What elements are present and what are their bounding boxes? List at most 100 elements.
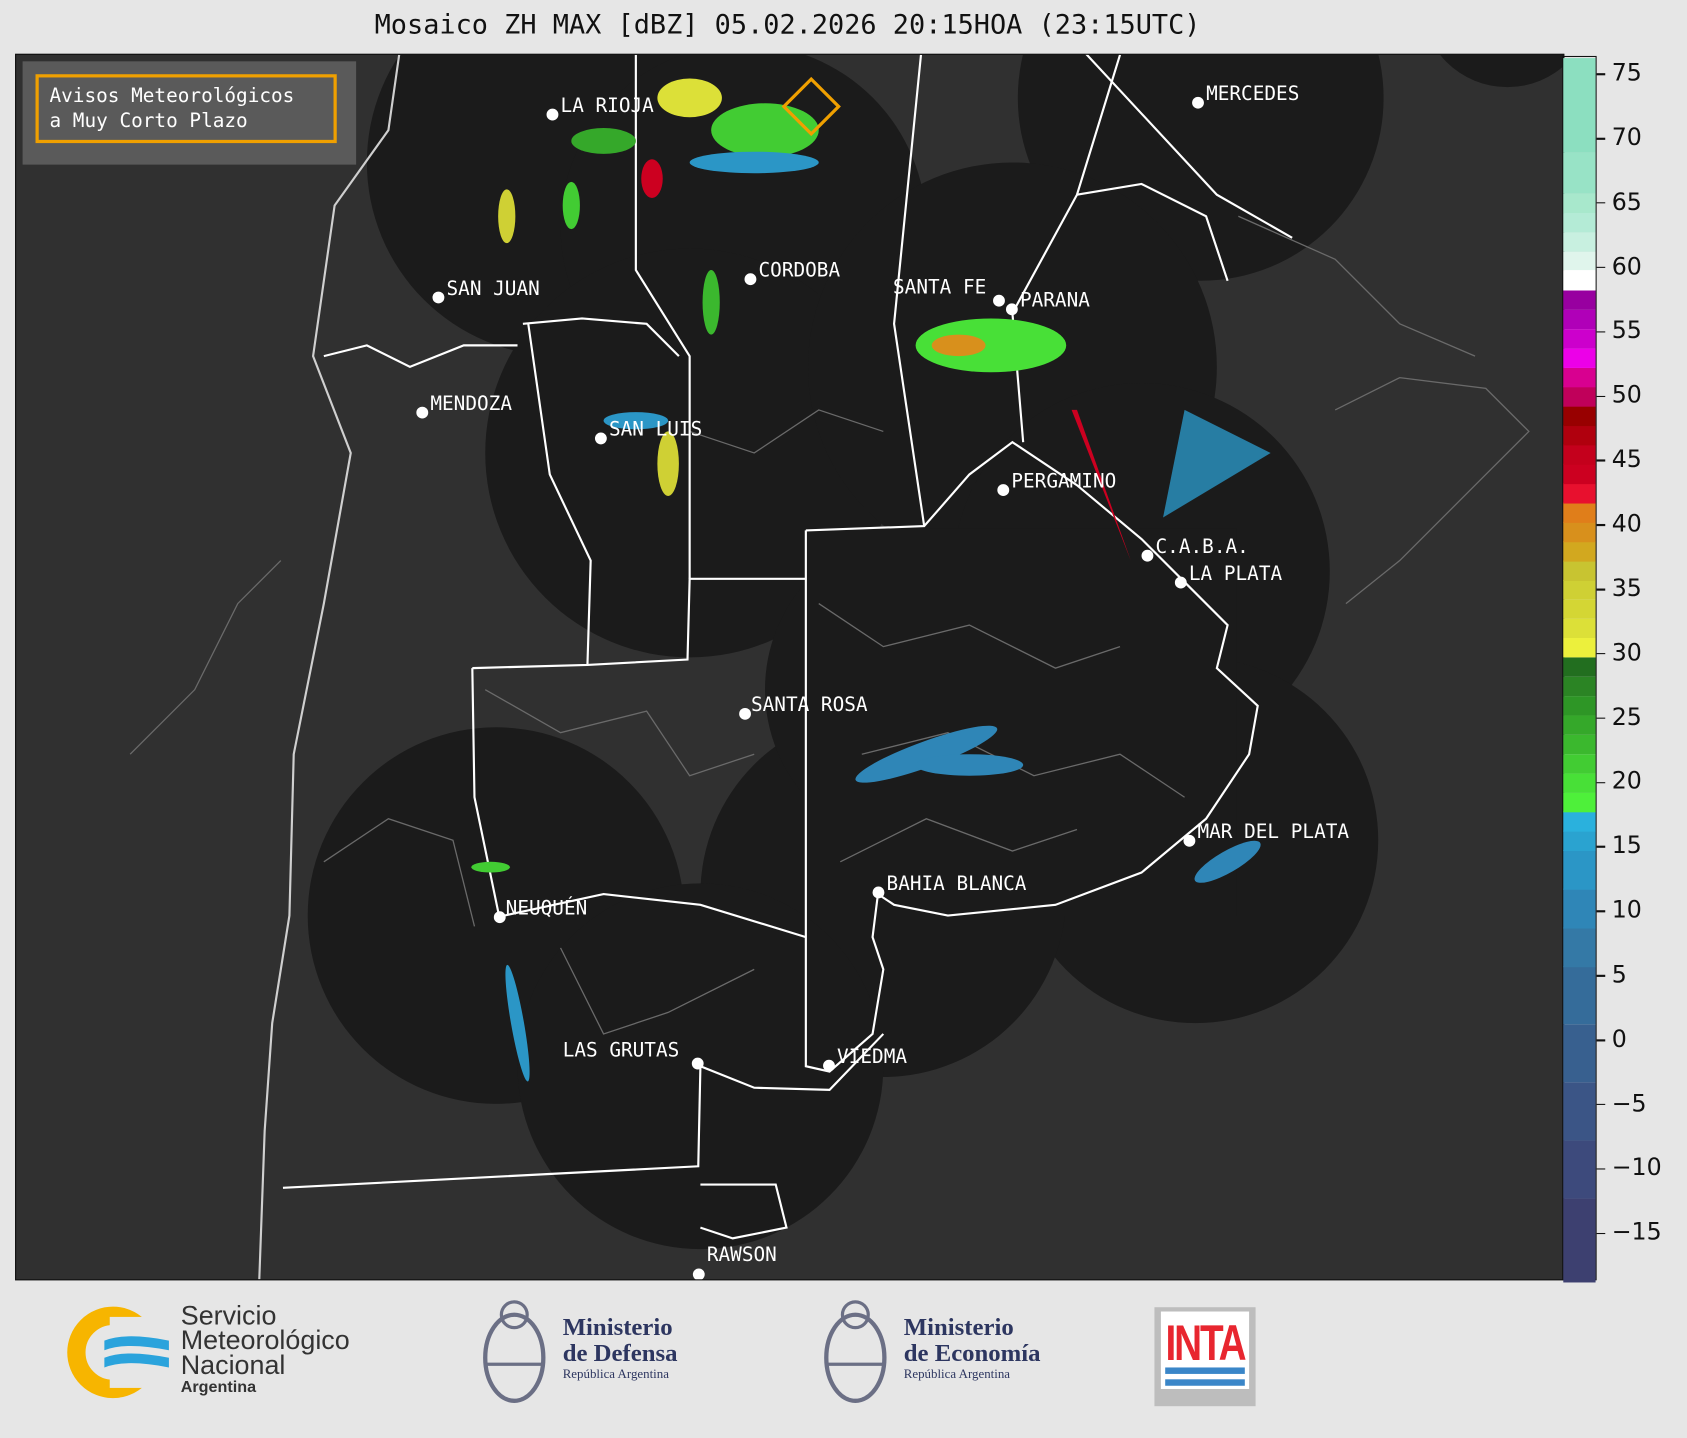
echo	[689, 151, 819, 174]
city-label: LA RIOJA	[560, 94, 654, 118]
colorbar	[1562, 55, 1597, 1283]
colorbar-band	[1563, 1140, 1596, 1199]
colorbar-tick: 5	[1596, 961, 1627, 989]
economia-line-3: República Argentina	[903, 1366, 1011, 1382]
smn-logo: Servicio Meteorológico Nacional Argentin…	[67, 1302, 350, 1403]
colorbar-band	[1563, 444, 1596, 465]
economia-logo: Ministerio de Economía República Argenti…	[820, 1295, 1041, 1418]
city-label: SANTA FE	[892, 276, 987, 300]
city-label: MENDOZA	[430, 392, 512, 416]
colorbar-tick: 15	[1596, 832, 1642, 860]
city-marker	[1005, 303, 1018, 316]
colorbar-band	[1563, 212, 1596, 233]
city-label: LA PLATA	[1188, 562, 1283, 586]
echo	[498, 189, 516, 244]
colorbar-band	[1563, 367, 1596, 388]
colorbar-tick-label: 50	[1611, 382, 1642, 410]
colorbar-tick-label: 25	[1611, 704, 1642, 732]
colorbar-band	[1563, 734, 1596, 755]
echo	[915, 318, 1067, 373]
city-label: PARANA	[1019, 289, 1090, 313]
colorbar-tick-label: 55	[1611, 317, 1642, 345]
city-label: C.A.B.A.	[1155, 535, 1249, 559]
city-marker	[997, 484, 1010, 496]
city-marker	[823, 1059, 835, 1072]
radar-map: Avisos Meteorológicos a Muy Corto Plazo …	[15, 53, 1565, 1281]
colorbar-tick-label: 45	[1611, 446, 1642, 474]
city-marker	[1192, 96, 1204, 109]
echo	[1163, 409, 1271, 518]
city-label: RAWSON	[706, 1243, 777, 1267]
city-label: NEUQUÉN	[505, 897, 588, 920]
coat-of-arms-icon	[483, 1300, 546, 1403]
smn-emblem-icon	[67, 1306, 175, 1399]
colorbar-tick: 35	[1596, 575, 1642, 602]
echo	[1194, 840, 1261, 883]
country-border	[258, 54, 401, 1280]
colorbar-tick: 20	[1596, 769, 1642, 795]
colorbar-tick-label: 5	[1611, 961, 1627, 989]
colorbar-tick: 45	[1596, 446, 1642, 474]
colorbar-band	[1563, 618, 1596, 639]
colorbar-band	[1563, 792, 1596, 813]
colorbar-band	[1563, 579, 1596, 600]
smn-line-4: Argentina	[180, 1378, 257, 1397]
colorbar-band	[1563, 502, 1596, 523]
colorbar-band	[1563, 58, 1596, 153]
colorbar-tick: 60	[1596, 253, 1642, 281]
department-lines	[129, 215, 1530, 1035]
colorbar-band	[1563, 193, 1596, 214]
colorbar-tick-label: 15	[1611, 832, 1642, 860]
city-marker	[416, 406, 429, 419]
city-marker	[872, 886, 885, 899]
echo	[562, 181, 580, 230]
colorbar-tick-label: 65	[1611, 189, 1642, 216]
colorbar-band	[1563, 1082, 1596, 1141]
colorbar-tick: −15	[1596, 1219, 1662, 1247]
city-marker	[691, 1057, 704, 1070]
city-marker	[594, 432, 607, 445]
colorbar-band	[1563, 715, 1596, 736]
colorbar-band	[1563, 850, 1596, 890]
smn-line-1: Servicio	[180, 1300, 277, 1331]
radar-coverage	[805, 528, 1237, 916]
city-marker	[1183, 834, 1196, 847]
radar-coverage	[1440, 54, 1564, 88]
colorbar-tick: 50	[1596, 382, 1642, 410]
colorbar-tick-label: −15	[1611, 1219, 1662, 1247]
colorbar-band	[1563, 348, 1596, 368]
city-label: SANTA ROSA	[750, 693, 868, 717]
colorbar-tick: 55	[1596, 317, 1642, 345]
colorbar-band	[1563, 811, 1596, 832]
colorbar-band	[1563, 541, 1596, 562]
colorbar-band	[1563, 251, 1596, 271]
colorbar-band	[1563, 599, 1596, 620]
echo	[711, 103, 819, 158]
economia-line-2: de Economía	[903, 1339, 1041, 1367]
colorbar-band	[1563, 676, 1596, 697]
city-label: BAHIA BLANCA	[886, 872, 1027, 896]
city-marker	[744, 273, 757, 286]
colorbar-band	[1563, 406, 1596, 426]
province-borders	[282, 54, 1293, 1240]
colorbar-band	[1563, 232, 1596, 253]
economia-line-1: Ministerio	[903, 1313, 1014, 1341]
colorbar-tick-label: 75	[1611, 60, 1642, 88]
colorbar-tick: 30	[1596, 640, 1642, 667]
echo	[855, 725, 998, 783]
defensa-logo: Ministerio de Defensa República Argentin…	[479, 1295, 677, 1418]
city-label: MAR DEL PLATA	[1197, 820, 1350, 844]
echo	[505, 964, 530, 1082]
figure-title: Mosaico ZH MAX [dBZ] 05.02.2026 20:15HOA…	[374, 8, 1201, 40]
legend-frame: Avisos Meteorológicos a Muy Corto Plazo	[35, 74, 337, 144]
radar-coverage-areas	[307, 54, 1564, 1250]
colorbar-band	[1563, 927, 1596, 967]
colorbar-band	[1563, 753, 1596, 774]
colorbar-band	[1563, 425, 1596, 446]
colorbar-tick-label: 60	[1611, 253, 1642, 281]
defensa-line-2: de Defensa	[562, 1339, 678, 1367]
colorbar-band	[1563, 637, 1596, 658]
coat-of-arms-icon	[824, 1300, 887, 1403]
colorbar-band	[1563, 483, 1596, 504]
colorbar-tick: 65	[1596, 189, 1642, 216]
